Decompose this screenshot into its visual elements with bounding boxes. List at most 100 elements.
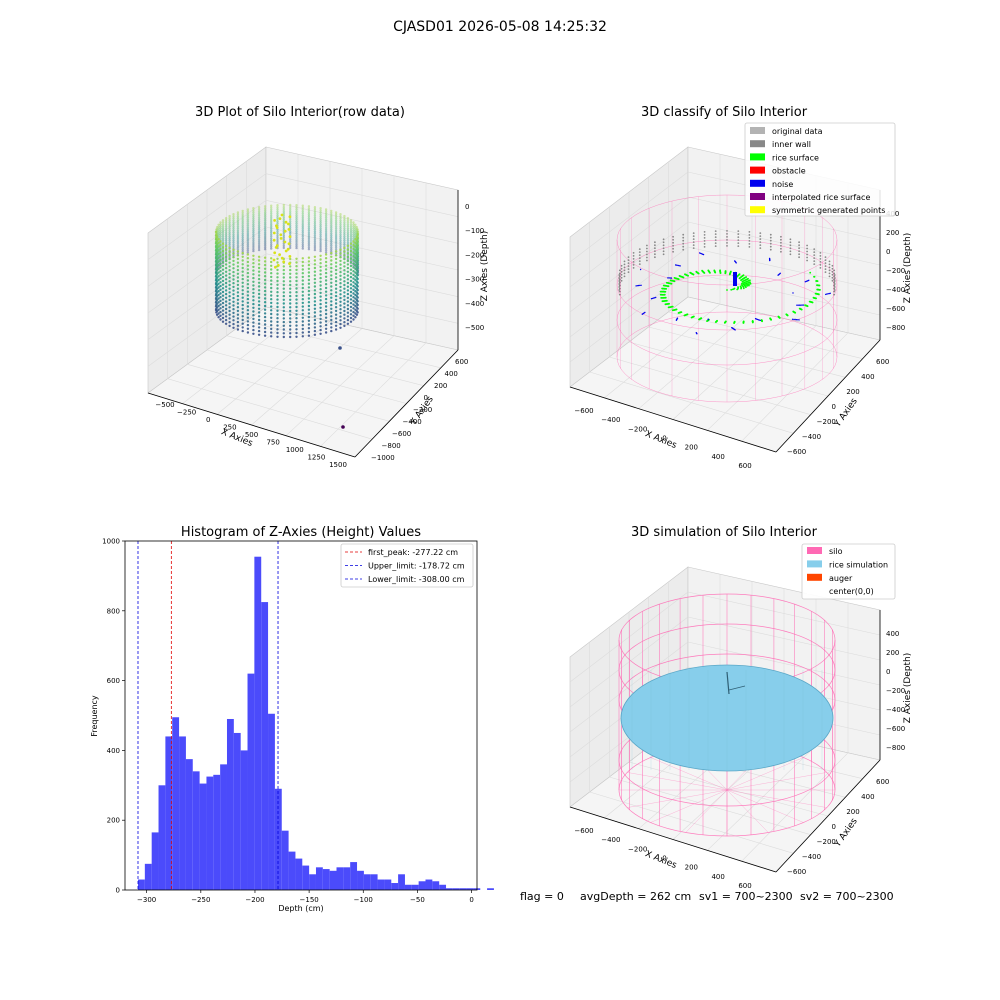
histogram-y-tick-label: 0 (116, 887, 120, 895)
classify-x-tick-label: −400 (601, 416, 620, 424)
classify-z-axis-label: Z Axies (Depth) (903, 233, 913, 304)
histogram-bar (206, 776, 214, 890)
classify-y-tick-label: 600 (876, 358, 889, 366)
histogram-bar (144, 863, 152, 890)
simulation-x-tick-label: 0 (662, 855, 666, 863)
histogram-bar (425, 879, 433, 890)
simulation-y-axis-label: Y Axies (832, 816, 860, 849)
raw-x-tick-label: −250 (177, 409, 196, 417)
histogram-bar (404, 884, 412, 890)
raw-y-tick-label: −800 (382, 442, 401, 450)
histogram-y-tick-label: 1000 (102, 538, 120, 546)
histogram-bar (268, 713, 275, 890)
raw-x-tick-label: 1500 (329, 461, 347, 469)
simulation-z-tick-label: −800 (886, 744, 905, 752)
obstacle-cluster (733, 272, 737, 286)
raw-x-tick-label: 750 (266, 439, 279, 447)
legend-swatch (750, 206, 765, 214)
classify-x-axis-label: X Axies (643, 429, 678, 451)
classify-x-tick-label: 0 (662, 435, 666, 443)
classify-z-tick-label: 0 (886, 248, 890, 256)
raw-y-tick-label: 400 (445, 370, 458, 378)
raw-z-tick-label: −200 (465, 251, 484, 259)
histogram-bar (357, 870, 364, 890)
raw-z-tick-label: −400 (465, 300, 484, 308)
legend-label: interpolated rice surface (772, 193, 870, 202)
legend-swatch (750, 140, 765, 148)
simulation-y-tick-label: −400 (802, 853, 821, 861)
histogram-bar (398, 874, 405, 890)
classify-y-tick-label: 200 (846, 388, 859, 396)
simulation-z-tick-label: 400 (886, 630, 899, 638)
panel-classify-3d: 3D classify of Silo Interior −600 −400 −20… (569, 105, 913, 470)
classify-z-tick-label: 200 (886, 229, 899, 237)
raw-z-tick-label: 0 (465, 203, 469, 211)
classify-y-tick-label: −600 (787, 448, 806, 456)
histogram-bar (213, 774, 221, 890)
histogram-x-tick-label: −100 (354, 896, 373, 904)
classify-y-tick-label: −200 (817, 418, 836, 426)
histogram-bars (138, 556, 494, 891)
raw-point-cloud (214, 203, 360, 429)
histogram-bar (439, 884, 447, 890)
simulation-x-tick-label: −200 (628, 845, 647, 853)
histogram-bar (343, 867, 351, 890)
raw-z-tick-labels: 0 −100 −200 −300 −400 −500 (465, 203, 484, 332)
panel-raw-3d-title: 3D Plot of Silo Interior(row data) (195, 105, 405, 120)
histogram-bar (138, 879, 145, 890)
raw-x-tick-label: 500 (245, 431, 258, 439)
raw-y-tick-label: −400 (403, 418, 422, 426)
histogram-bar (315, 867, 323, 890)
histogram-y-tick-label: 800 (107, 607, 120, 615)
histogram-bar (487, 888, 494, 890)
classify-z-tick-label: −800 (886, 324, 905, 332)
simulation-x-tick-label: 400 (711, 873, 724, 881)
raw-x-tick-label: 1250 (307, 454, 325, 462)
legend-swatch (807, 587, 822, 595)
classify-z-tick-label: −600 (886, 305, 905, 313)
simulation-z-tick-labels: 400 200 0 −200 −400 −600 −800 (886, 630, 905, 752)
classify-z-tick-label: −200 (886, 267, 905, 275)
simulation-x-tick-label: 200 (685, 864, 698, 872)
raw-z-tick-label: −500 (465, 324, 484, 332)
histogram-x-tick-label: −250 (191, 896, 210, 904)
simulation-legend: silo rice simulation auger center(0,0) (801, 543, 896, 600)
simulation-z-tick-label: −400 (886, 706, 905, 714)
raw-z-tick-label: −300 (465, 276, 484, 284)
legend-swatch (807, 573, 822, 581)
simulation-z-axis-label: Z Axies (Depth) (903, 653, 913, 724)
raw-y-tick-label: 600 (455, 358, 468, 366)
legend-label: silo (829, 547, 843, 556)
histogram-x-tick-label: −300 (137, 896, 156, 904)
histogram-x-tick-label: 0 (469, 896, 473, 904)
histogram-bar (350, 862, 358, 890)
panel-raw-3d: 3D Plot of Silo Interior(row data) −500 −… (147, 105, 490, 469)
histogram-bar (329, 870, 337, 890)
histogram-bar (309, 874, 316, 890)
simulation-z-tick-label: −600 (886, 725, 905, 733)
histogram-x-tick-labels: −300 −250 −200 −150 −100 −50 0 (137, 890, 474, 904)
classify-y-axis-label: Y Axies (832, 396, 860, 429)
raw-x-tick-label: 1000 (286, 446, 304, 454)
status-sv2: sv2 = 700~2300 (800, 890, 894, 903)
raw-y-tick-label: −200 (413, 406, 432, 414)
legend-swatch (750, 179, 765, 187)
legend-label: auger (829, 574, 853, 583)
histogram-plot-frame (124, 540, 478, 891)
legend-swatch (750, 193, 765, 200)
histogram-bar (288, 851, 296, 890)
histogram-legend-label: Upper_limit: -178.72 cm (368, 562, 465, 571)
simulation-x-tick-label: −400 (601, 836, 620, 844)
simulation-y-tick-label: 200 (846, 808, 859, 816)
raw-x-tick-label: 0 (206, 416, 210, 424)
legend-swatch (750, 127, 765, 134)
legend-label: original data (772, 127, 823, 136)
classify-x-tick-label: 200 (685, 444, 698, 452)
simulation-x-tick-label: −600 (574, 827, 593, 835)
status-sv1: sv1 = 700~2300 (699, 890, 793, 903)
legend-label: symmetric generated points (772, 206, 885, 215)
histogram-bar (158, 785, 166, 890)
